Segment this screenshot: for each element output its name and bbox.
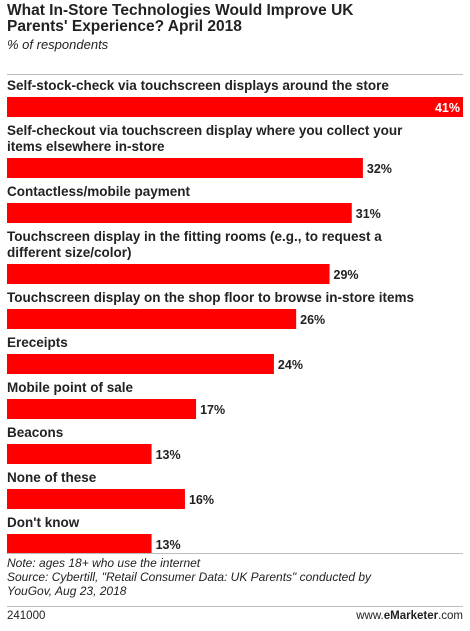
value-label: 41% — [435, 101, 460, 115]
chart-id: 241000 — [7, 610, 46, 622]
category-label: different size/color) — [7, 245, 132, 260]
footer-source-line-1: Source: Cybertill, "Retail Consumer Data… — [7, 570, 372, 584]
category-label: Ereceipts — [7, 335, 68, 350]
bar — [7, 309, 297, 329]
bar-chart: Self-stock-check via touchscreen display… — [7, 78, 463, 554]
chart-footer: Note: ages 18+ who use the internet Sour… — [7, 556, 463, 598]
category-label: Touchscreen display on the shop floor to… — [7, 290, 414, 305]
category-label: Self-stock-check via touchscreen display… — [7, 78, 389, 93]
value-label: 13% — [156, 538, 181, 552]
bar — [7, 444, 152, 464]
category-label: Touchscreen display in the fitting rooms… — [7, 229, 382, 244]
footer-source-line-2: YouGov, Aug 23, 2018 — [7, 584, 127, 598]
bar — [7, 534, 152, 554]
chart-subtitle: % of respondents — [7, 37, 109, 52]
bar — [7, 354, 274, 374]
chart-header: What In-Store Technologies Would Improve… — [7, 3, 463, 53]
header-divider — [7, 74, 463, 75]
footer-divider — [7, 553, 463, 554]
value-label: 29% — [334, 268, 359, 282]
value-label: 32% — [367, 162, 392, 176]
value-label: 17% — [200, 403, 225, 417]
category-label: items elsewhere in-store — [7, 139, 165, 154]
bar — [7, 399, 197, 419]
brand-prefix: www. — [356, 610, 384, 622]
bar — [7, 203, 352, 223]
bar — [7, 158, 363, 178]
bar — [7, 489, 185, 509]
brand-name: eMarketer — [383, 610, 439, 622]
chart-title-line-2: Parents' Experience? April 2018 — [7, 18, 242, 35]
bar — [7, 97, 463, 117]
category-label: Contactless/mobile payment — [7, 184, 191, 199]
value-label: 24% — [278, 358, 303, 372]
category-label: Don't know — [7, 515, 80, 530]
chart-title: What In-Store Technologies Would Improve… — [7, 3, 463, 35]
category-label: Mobile point of sale — [7, 380, 133, 395]
brand-suffix: .com — [438, 610, 463, 622]
category-label: Self-checkout via touchscreen display wh… — [7, 123, 403, 138]
chart-title-line-1: What In-Store Technologies Would Improve… — [7, 2, 354, 19]
value-label: 31% — [356, 207, 381, 221]
category-label: None of these — [7, 470, 97, 485]
value-label: 13% — [156, 448, 181, 462]
brand-credit: www.eMarketer.com — [356, 610, 463, 622]
bar — [7, 264, 330, 284]
bottom-divider — [7, 606, 463, 607]
value-label: 16% — [189, 493, 214, 507]
footer-note: Note: ages 18+ who use the internet — [7, 556, 201, 570]
value-label: 26% — [300, 313, 325, 327]
category-label: Beacons — [7, 425, 63, 440]
